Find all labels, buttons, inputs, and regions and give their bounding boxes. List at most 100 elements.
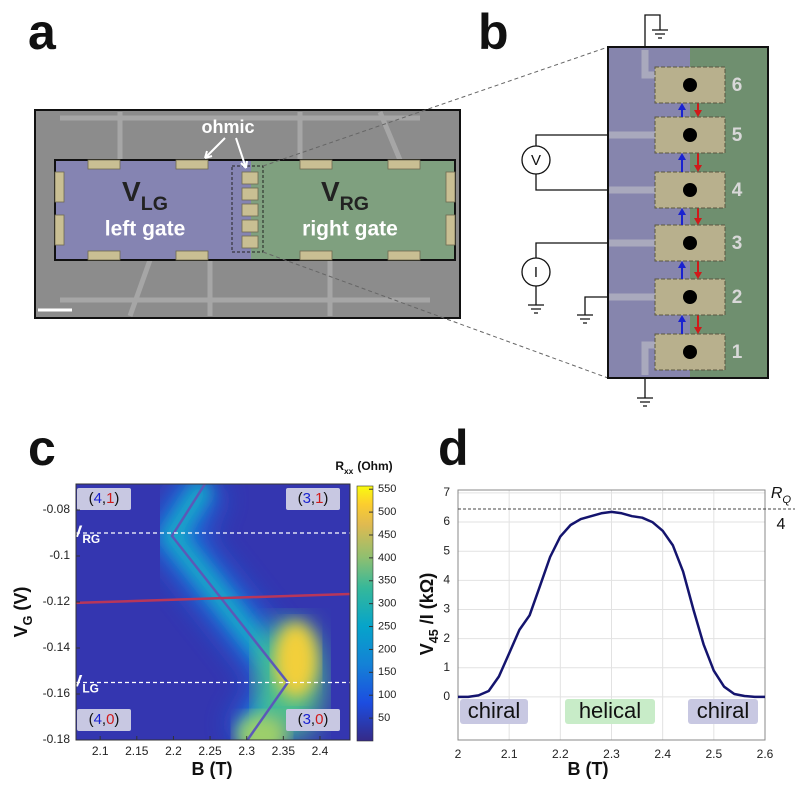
region-label-part: , — [311, 711, 315, 728]
y-axis-label-part: V — [417, 643, 437, 655]
panel-label: d — [438, 420, 469, 476]
level-label-part: LG — [82, 682, 99, 696]
y-axis-label-part: 45 — [427, 629, 441, 643]
x-tick-label: 2.6 — [757, 747, 774, 761]
colorbar-tick-label: 200 — [378, 643, 396, 655]
region-box — [77, 488, 131, 510]
colorbar-title: Rxx (Ohm) — [335, 459, 392, 476]
x-tick-label: 2.25 — [198, 744, 222, 758]
region-label-part: 0 — [106, 711, 114, 728]
edge-arrow — [694, 110, 702, 117]
reference-label-part: R — [771, 485, 783, 502]
y-tick-label: -0.08 — [43, 502, 71, 516]
colorbar-tick-label: 550 — [378, 483, 396, 495]
y-tick-label: -0.14 — [43, 640, 71, 654]
y-tick-label: 1 — [443, 660, 450, 674]
region-box — [77, 709, 131, 731]
voltmeter-label: V — [531, 152, 541, 169]
zoom-line — [262, 46, 609, 379]
x-tick-label: 2.4 — [312, 744, 329, 758]
x-axis-label: B (T) — [192, 759, 233, 779]
ammeter-label: I — [534, 264, 538, 281]
edge-arrow — [694, 327, 702, 334]
y-tick-label: -0.1 — [49, 548, 70, 562]
x-tick-label: 2.35 — [272, 744, 296, 758]
colorbar-tick-label: 100 — [378, 689, 396, 701]
y-axis-label-part: V — [11, 625, 31, 637]
region-label-part: 0 — [315, 711, 323, 728]
device-image — [34, 109, 461, 319]
regime-box — [460, 699, 528, 724]
x-tick-label: 2.5 — [705, 747, 722, 761]
y-axis-label-part: (V) — [11, 587, 31, 611]
regime-box — [565, 699, 655, 724]
colorbar-tick-label: 400 — [378, 552, 396, 564]
contact-number: 3 — [732, 233, 743, 254]
region-label-part: , — [102, 490, 106, 507]
symbol: V — [122, 176, 141, 207]
level-label-part: RG — [82, 532, 100, 546]
symbol: V — [321, 176, 340, 207]
data-line — [458, 510, 765, 699]
x-tick-label: 2.4 — [654, 747, 671, 761]
x-tick-label: 2.2 — [552, 747, 569, 761]
ohmic-label: ohmic — [201, 117, 254, 137]
colorbar-tick-label: 450 — [378, 529, 396, 541]
region-label-part: ) — [323, 490, 328, 507]
region-label-part: ( — [89, 711, 94, 728]
y-axis-label: VG (V) — [11, 587, 36, 638]
level-label: VRG — [71, 522, 100, 546]
region-label: (3,1) — [298, 490, 329, 507]
region-label-part: 4 — [94, 711, 102, 728]
x-tick-label: 2.3 — [238, 744, 255, 758]
y-axis-label-part: G — [21, 615, 35, 625]
contact-dot — [683, 236, 697, 250]
panel-label: c — [28, 420, 56, 476]
level-label-part: V — [71, 672, 83, 691]
y-axis-label: V45/I (kΩ) — [417, 573, 442, 655]
y-tick-label: 4 — [443, 572, 450, 586]
colorbar — [356, 485, 374, 742]
overlay-line — [76, 592, 350, 605]
x-tick-label: 2.3 — [603, 747, 620, 761]
panel-label: a — [28, 4, 57, 60]
region-box — [286, 709, 340, 731]
level-label: VLG — [71, 672, 99, 696]
region-label-part: ( — [298, 711, 303, 728]
edge-arrow — [678, 261, 686, 268]
edge-arrow — [678, 103, 686, 110]
edge-arrow — [678, 208, 686, 215]
x-axis-label: B (T) — [568, 759, 609, 779]
contact-number: 4 — [732, 180, 743, 201]
region-label-part: 1 — [106, 490, 114, 507]
contact-number: 5 — [732, 125, 743, 146]
contact-dot — [683, 128, 697, 142]
heatmap-glow — [236, 713, 288, 740]
region-label-part: ( — [298, 490, 303, 507]
y-axis-label-part: /I (kΩ) — [417, 573, 437, 624]
region-label-part: , — [311, 490, 315, 507]
y-tick-label: -0.18 — [43, 732, 71, 746]
y-tick-label: -0.12 — [43, 594, 71, 608]
edge-arrow — [678, 153, 686, 160]
colorbar-tick-label: 50 — [378, 712, 390, 724]
level-label-part: V — [71, 522, 83, 541]
contact-dot — [683, 345, 697, 359]
regime-box — [688, 699, 758, 724]
reference-label: RQ — [771, 485, 792, 506]
plot-frame — [75, 483, 351, 741]
edge-arrow — [694, 218, 702, 225]
y-tick-label: -0.16 — [43, 686, 71, 700]
region-label-part: ) — [114, 711, 119, 728]
colorbar-title-part: R — [335, 459, 344, 473]
colorbar-tick-label: 150 — [378, 666, 396, 678]
gate-label: right gate — [302, 218, 398, 241]
region-label-part: 3 — [303, 490, 311, 507]
contact-number: 6 — [732, 75, 743, 96]
x-tick-label: 2.1 — [501, 747, 518, 761]
region-label-part: 3 — [303, 711, 311, 728]
contact-number: 1 — [732, 342, 743, 363]
reference-label-den: 4 — [777, 516, 786, 533]
region-label-part: ) — [114, 490, 119, 507]
